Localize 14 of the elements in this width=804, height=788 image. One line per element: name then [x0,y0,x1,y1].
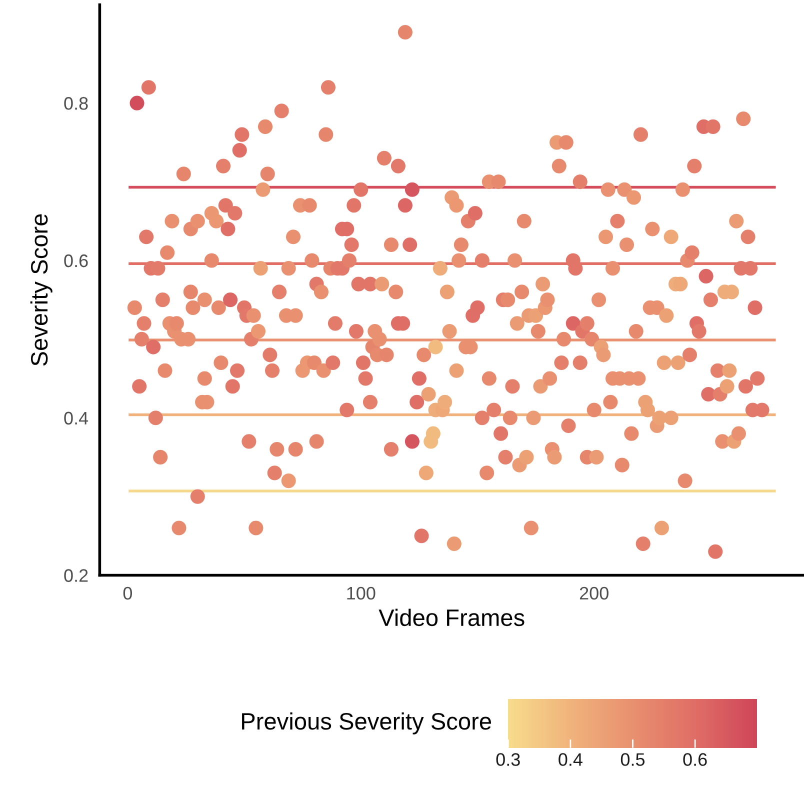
color-bar-title: Previous Severity Score [242,712,492,734]
y-tick-label: 0.2 [64,569,88,582]
y-tick-label: 0.6 [64,254,88,268]
x-axis-title: Video Frames [378,608,524,626]
color-bar-label: 0.4 [558,753,582,766]
x-tick-label: 100 [347,586,376,600]
y-tick-label: 0.4 [64,412,88,425]
y-tick-label: 0.8 [64,97,88,110]
y-axis-title: Severity Score [30,214,52,366]
x-tick-label: 200 [580,586,608,600]
color-bar-label: 0.5 [620,753,645,766]
x-tick-label: 0 [123,586,132,600]
color-bar-label: 0.3 [496,753,520,766]
color-bar-label: 0.6 [683,753,707,766]
